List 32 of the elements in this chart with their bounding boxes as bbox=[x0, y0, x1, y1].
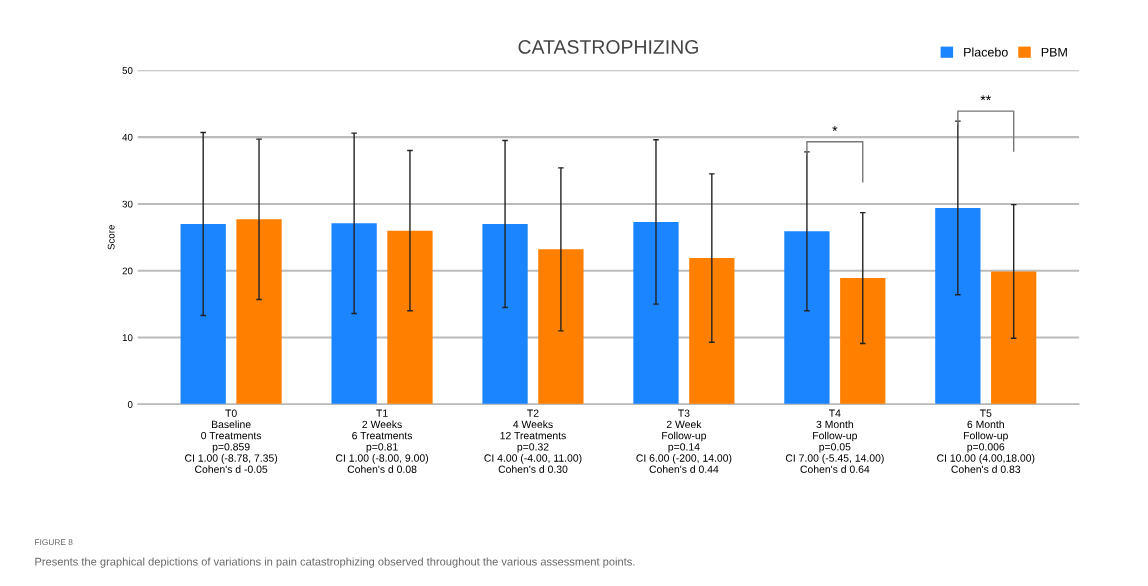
legend-label: PBM bbox=[1041, 47, 1067, 57]
bar bbox=[840, 278, 886, 405]
chart-title: CATASTROPHIZING bbox=[518, 40, 698, 54]
x-tick-label: T2 4 Weeks 12 Treatments p=0.32 CI 4.00 (-4.00, 11.00) Cohen's d 0.30 bbox=[484, 409, 582, 473]
bar bbox=[236, 219, 282, 405]
y-tick-label: 20 bbox=[122, 267, 133, 275]
annotation: * bbox=[832, 126, 838, 131]
bar bbox=[538, 249, 584, 405]
bar bbox=[991, 271, 1037, 405]
caption: FIGURE 8 bbox=[35, 539, 73, 546]
bar bbox=[387, 230, 433, 405]
bar bbox=[935, 207, 981, 405]
y-tick-label: 50 bbox=[122, 67, 133, 74]
x-tick-label: T0 Baseline 0 Treatments p=0.859 CI 1.00 (-8.78, 7.35) Cohen's d -0.05 bbox=[185, 409, 278, 473]
bar bbox=[689, 258, 735, 405]
bar bbox=[482, 223, 528, 405]
bar bbox=[784, 231, 830, 405]
bar bbox=[331, 223, 377, 405]
text: Presents the graphical depictions of variations in pain catastrophizing observed throughout the various assessment points. bbox=[35, 557, 635, 568]
bar bbox=[633, 221, 679, 405]
y-tick-label: 30 bbox=[122, 200, 133, 208]
bar bbox=[180, 223, 226, 405]
y-tick-label: 40 bbox=[122, 133, 133, 141]
y-tick-label: 10 bbox=[122, 334, 133, 342]
y-tick-label: 0 bbox=[127, 401, 133, 408]
x-tick-label: T3 2 Week Follow-up p=0.14 CI 6.00 (-200, 14.00) Cohen's d 0.44 bbox=[636, 409, 732, 473]
x-tick-label: T5 6 Month Follow-up p=0.006 CI 10.00 (4.00,18.00) Cohen's d 0.83 bbox=[937, 409, 1035, 473]
x-tick-label: T1 2 Weeks 6 Treatments p=0.81 CI 1.00 (-8.00, 9.00) Cohen's d 0.08 bbox=[335, 409, 429, 473]
legend-label: Placebo bbox=[964, 47, 1008, 57]
annotation: ** bbox=[980, 95, 991, 101]
y-axis-title: Score bbox=[107, 225, 115, 250]
x-tick-label: T4 3 Month Follow-up p=0.05 CI 7.00 (-5.45, 14.00) Cohen's d 0.64 bbox=[785, 409, 884, 473]
